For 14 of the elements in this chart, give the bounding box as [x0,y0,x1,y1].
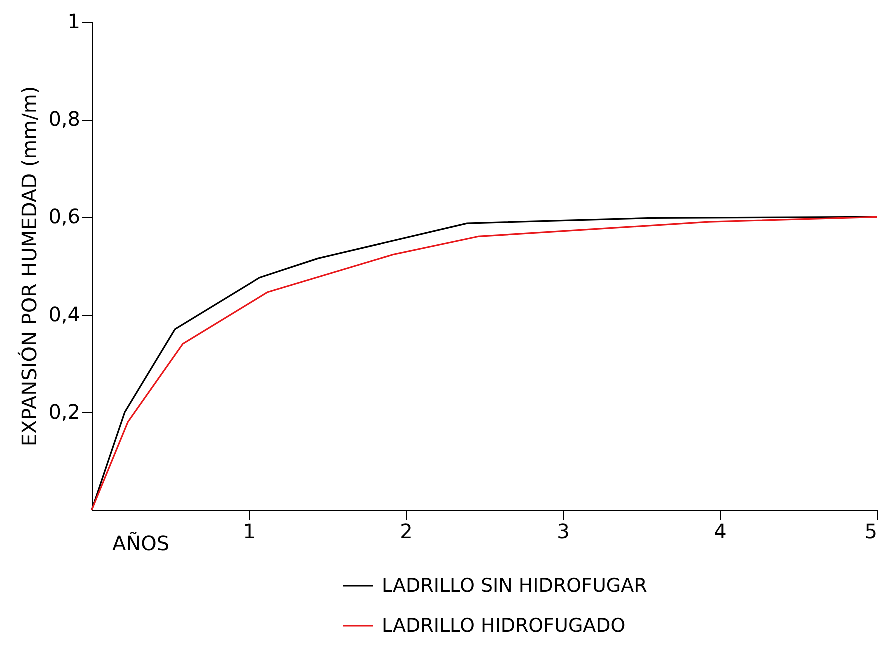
legend-label: LADRILLO SIN HIDROFUGAR [382,575,648,597]
y-axis-title: EXPANSIÓN POR HUMEDAD (mm/m) [18,86,42,447]
x-tick-label: 2 [400,520,413,544]
x-tick-label: 4 [714,520,727,544]
x-axis-title: AÑOS [112,532,170,556]
y-tick-label: 0,8 [48,107,80,132]
x-tick-label: 3 [557,520,570,544]
x-tick-label: 5 [864,520,878,544]
legend-label: LADRILLO HIDROFUGADO [382,615,626,637]
y-tick-label: 0,4 [48,302,80,326]
y-tick-label: 0,2 [48,400,80,424]
y-tick-label: 0,6 [48,204,80,229]
x-tick-label: 1 [243,520,256,544]
y-tick-label: 1 [68,10,80,34]
